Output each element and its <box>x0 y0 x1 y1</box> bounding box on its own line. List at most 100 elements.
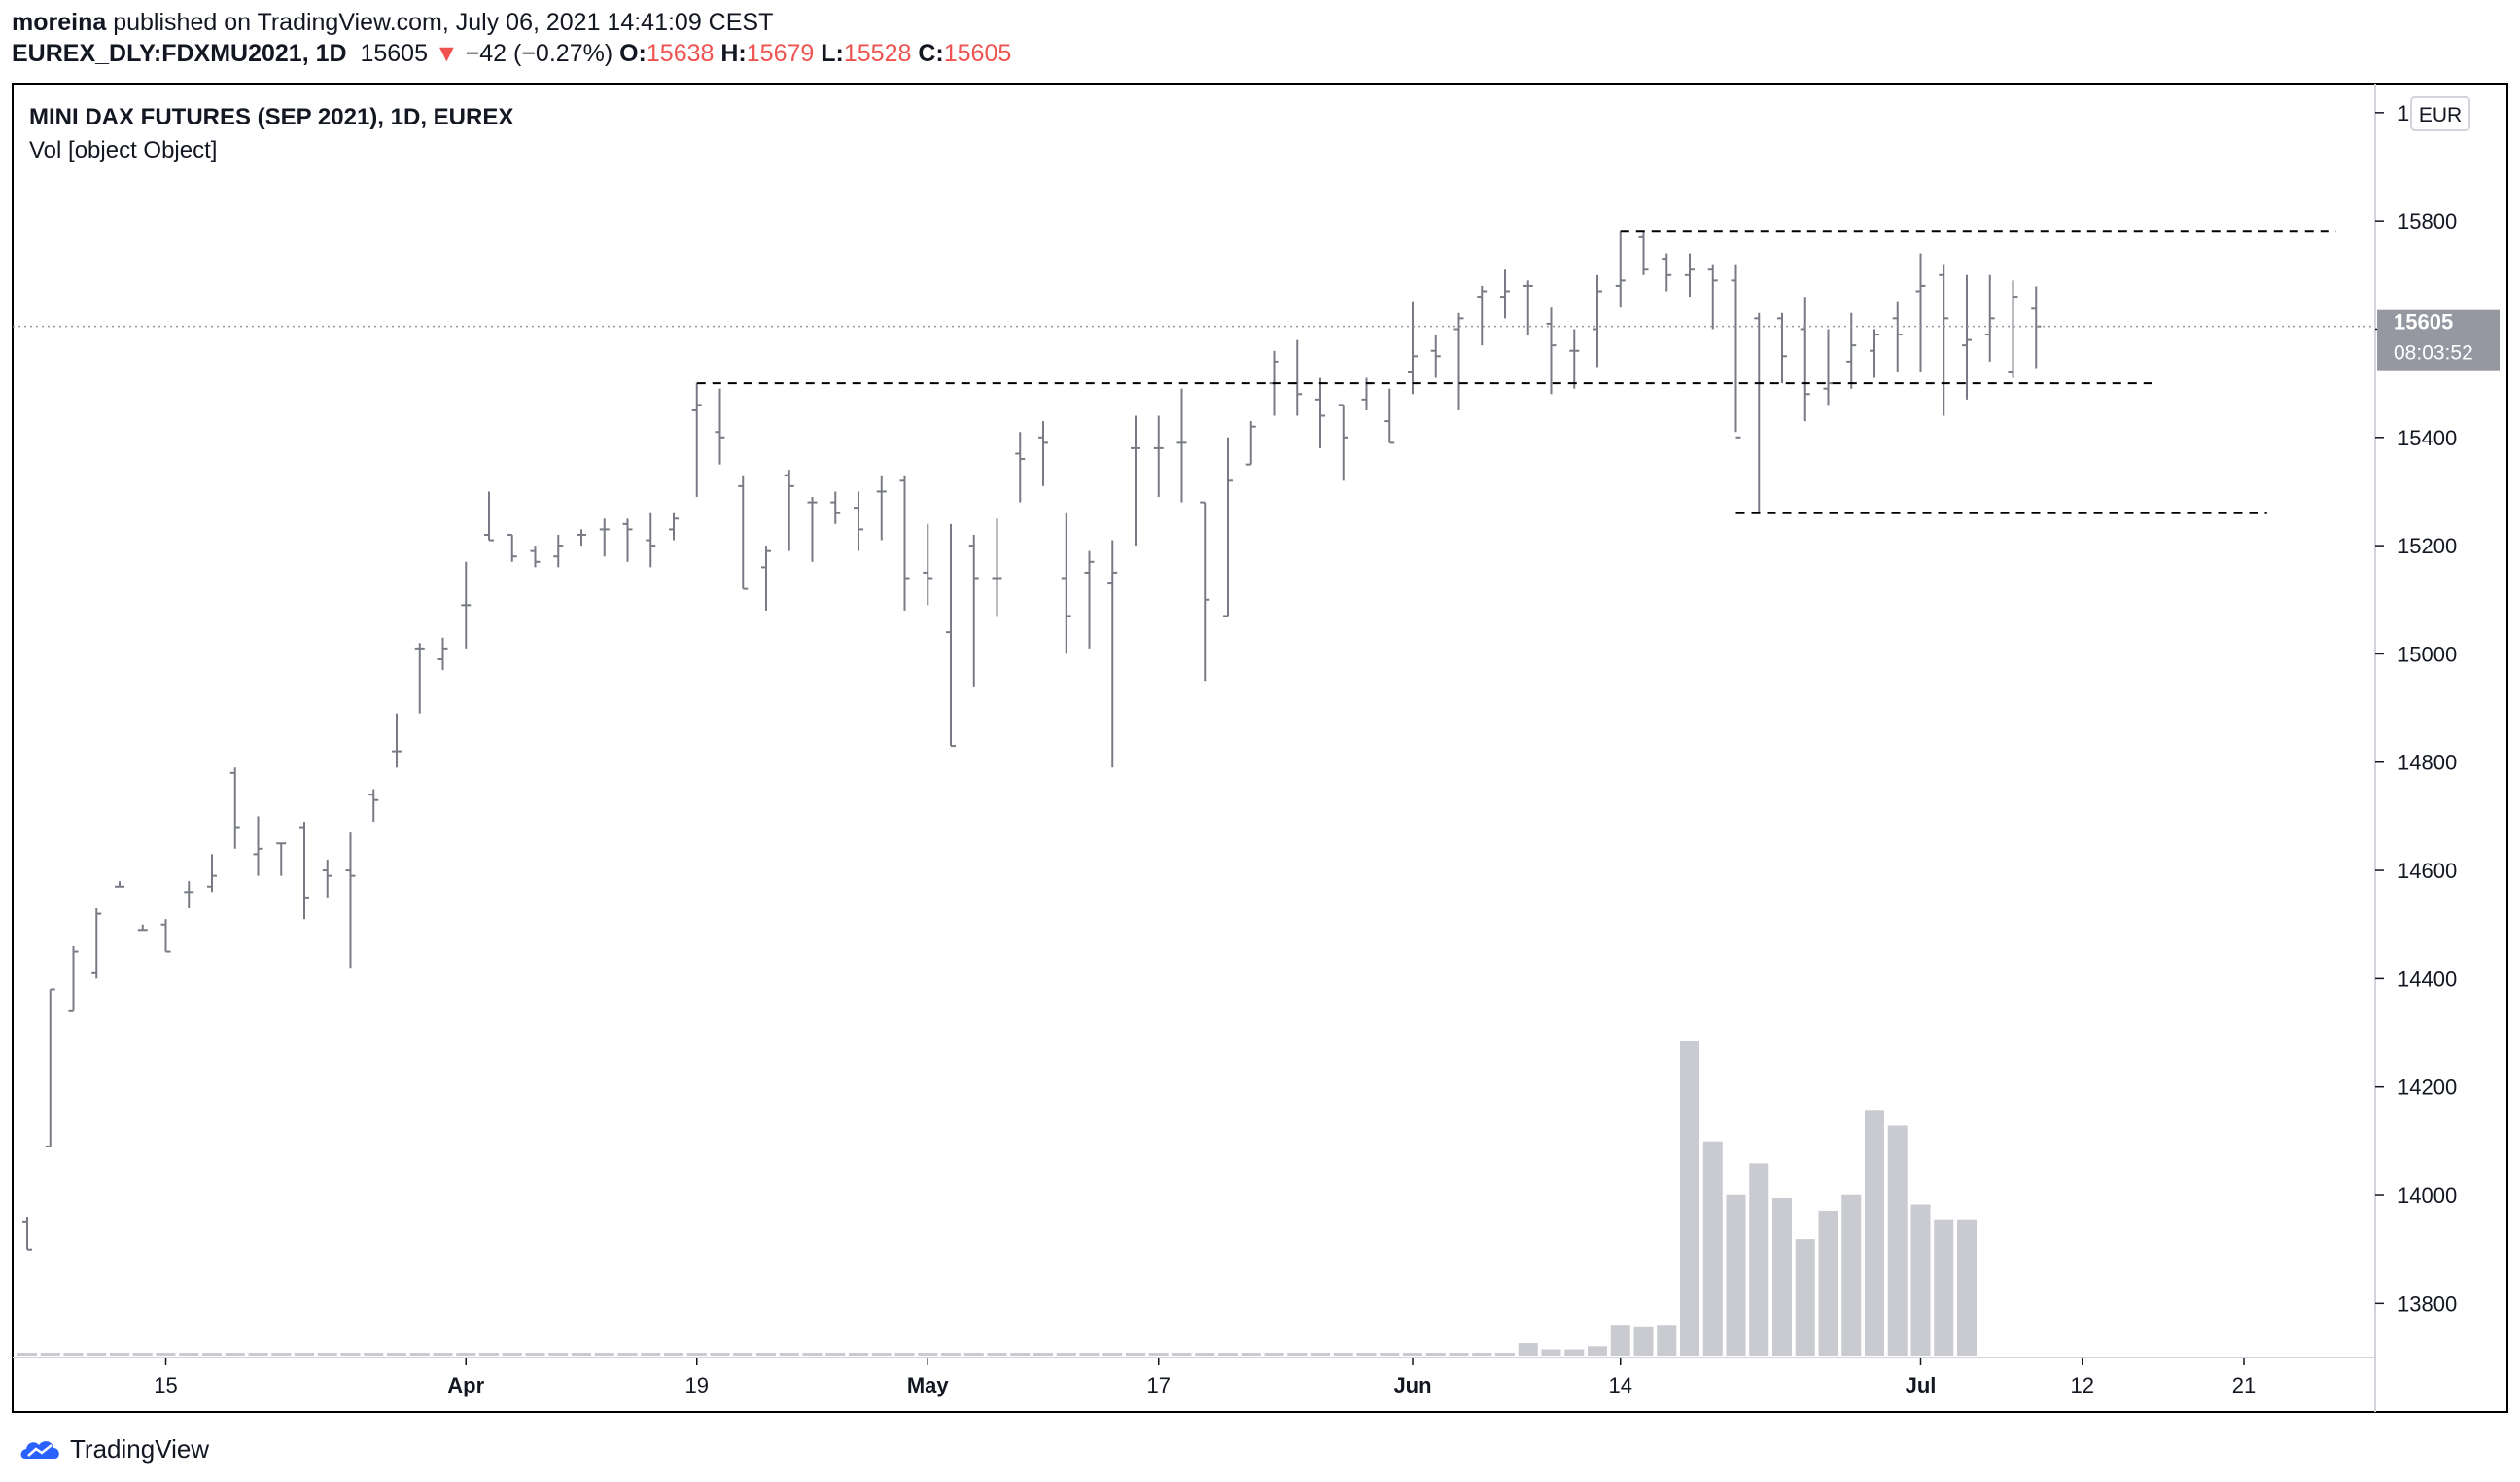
price-tick-label: 15000 <box>2398 642 2457 666</box>
volume-bar <box>1818 1210 1838 1356</box>
volume-bar <box>594 1353 614 1356</box>
ohlc-bar <box>1315 377 1325 448</box>
volume-bar <box>664 1353 683 1356</box>
ohlc-bar <box>1384 388 1395 444</box>
ohlc-bar <box>1846 312 1857 389</box>
ohlc-bar <box>530 546 541 568</box>
volume-bar <box>1610 1325 1630 1356</box>
ohlc-bar <box>1685 253 1695 298</box>
ohlc-bar <box>160 919 171 953</box>
volume-bar <box>202 1353 222 1356</box>
volume-bar <box>1657 1325 1677 1356</box>
ohlc-bar <box>1408 301 1418 395</box>
price-tick-label: 13800 <box>2398 1291 2457 1316</box>
time-tick-label: Jun <box>1393 1373 1431 1397</box>
ohlc-bar <box>946 523 956 748</box>
volume-bar <box>1172 1353 1192 1356</box>
volume-bar <box>1449 1353 1469 1356</box>
time-tick-label: 17 <box>1147 1373 1171 1397</box>
price-tick-label: 14400 <box>2398 967 2457 991</box>
publish-info: moreina published on TradingView.com, Ju… <box>12 8 773 37</box>
price-tick-label: 14600 <box>2398 859 2457 883</box>
volume-bar <box>1633 1326 1654 1356</box>
ohlc-bar <box>368 789 379 822</box>
volume-bar <box>1957 1219 1977 1356</box>
volume-bar <box>1241 1353 1261 1356</box>
ohlc-bar <box>137 924 148 932</box>
volume-bar <box>40 1353 60 1356</box>
volume-bar <box>1887 1125 1908 1356</box>
volume-bar <box>802 1353 822 1356</box>
ohlc-bar <box>1453 312 1464 410</box>
ohlc-bar <box>1430 335 1441 378</box>
ohlc-bar <box>1662 253 1672 292</box>
ohlc-bar <box>1292 339 1303 416</box>
ohlc-bar <box>1015 432 1026 503</box>
ohlc-bar <box>1754 312 1765 513</box>
ohlc-bar <box>599 518 610 557</box>
high-value: 15679 <box>746 40 815 67</box>
ohlc-bar <box>1107 540 1118 768</box>
volume-bar <box>87 1353 107 1356</box>
ohlc-bar <box>1153 415 1164 498</box>
badge-price: 15605 <box>2394 310 2453 335</box>
volume-bar <box>1910 1204 1931 1356</box>
ohlc-bar <box>1870 329 1879 378</box>
volume-bar <box>525 1353 545 1356</box>
volume-bar <box>502 1353 522 1356</box>
price-axis[interactable]: 13800 14000 14200 14400 14600 14800 15000 15200… <box>2375 101 2457 1317</box>
ohlc-bar <box>1131 415 1140 547</box>
tradingview-cloud-icon <box>20 1441 59 1459</box>
volume-bar <box>941 1353 961 1356</box>
chart-frame <box>12 83 2508 1413</box>
volume-bar <box>572 1353 591 1356</box>
volume-bar <box>1588 1346 1607 1356</box>
ohlc-bar <box>276 842 287 876</box>
volume-bar <box>710 1353 730 1356</box>
ohlc-bar <box>1800 297 1810 422</box>
ohlc-bars <box>22 231 2042 1251</box>
volume-bar <box>1564 1349 1585 1356</box>
volume-bar <box>1287 1353 1308 1356</box>
time-tick-label: 19 <box>685 1373 709 1397</box>
volume-bar <box>248 1353 268 1356</box>
currency-button[interactable]: EUR <box>2410 96 2470 131</box>
volume-bar <box>156 1353 176 1356</box>
volume-bar <box>548 1353 569 1356</box>
time-axis[interactable]: 15 Apr 19 May 17 Jun 14 Jul 12 21 <box>154 1358 2256 1397</box>
volume-bar <box>295 1353 314 1356</box>
volume-bar <box>387 1353 406 1356</box>
legend-title: MINI DAX FUTURES (SEP 2021), 1D, EUREX <box>29 104 513 130</box>
price-change: −42 (−0.27%) <box>465 40 613 67</box>
currency-label: EUR <box>2419 104 2462 126</box>
open-label: O: <box>619 40 647 67</box>
volume-bar <box>1380 1353 1400 1356</box>
volume-bar <box>1518 1343 1538 1356</box>
ohlc-bar <box>1245 421 1256 466</box>
tradingview-logo[interactable]: TradingView <box>19 1429 209 1468</box>
volume-bar <box>987 1353 1007 1356</box>
ohlc-bar <box>2031 286 2042 369</box>
ohlc-bar <box>461 561 472 649</box>
price-tick-label: 15800 <box>2398 209 2457 233</box>
last-price-badge: 15605 08:03:52 <box>2377 309 2500 370</box>
ohlc-bar <box>322 859 332 898</box>
ohlc-bar <box>577 529 586 547</box>
low-label: L: <box>821 40 844 67</box>
author-name[interactable]: moreina <box>12 9 107 36</box>
symbol-info: EUREX_DLY:FDXMU2021, 1D 15605 ▼ −42 (−0.… <box>12 39 1011 68</box>
ohlc-bar <box>414 643 425 714</box>
ohlc-bar <box>184 881 194 909</box>
volume-bar <box>779 1353 799 1356</box>
ohlc-bar <box>345 832 356 969</box>
volume-bar <box>1495 1353 1515 1356</box>
volume-bar <box>1726 1194 1746 1356</box>
high-label: H: <box>720 40 747 67</box>
ohlc-bar <box>1892 301 1903 372</box>
ohlc-bar <box>830 491 841 524</box>
ohlc-bar <box>22 1217 32 1251</box>
ohlc-bar <box>507 533 517 562</box>
ohlc-bar <box>1223 437 1233 618</box>
ohlc-bar <box>45 988 55 1147</box>
